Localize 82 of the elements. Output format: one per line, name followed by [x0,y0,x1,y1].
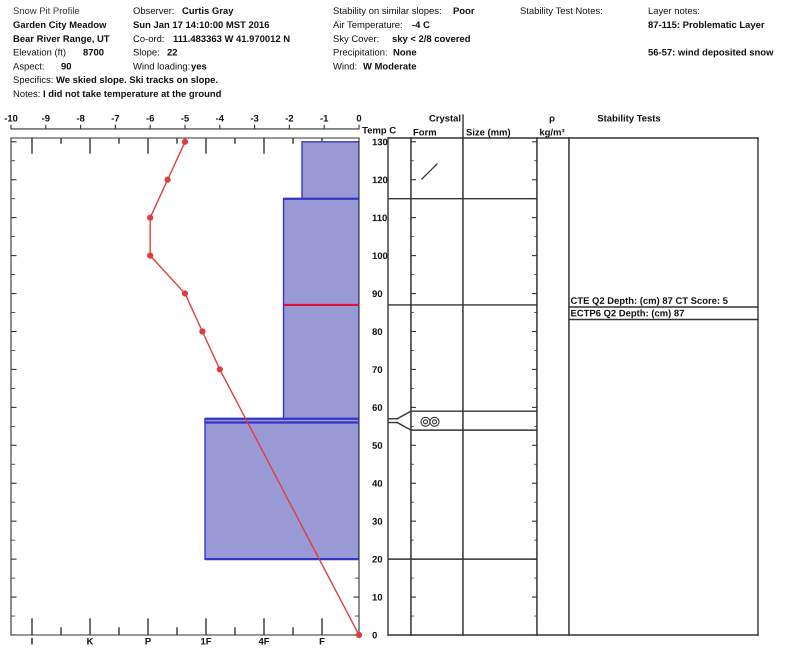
text: Stability Test Notes: [520,7,602,16]
text: kg/m³ [540,128,564,138]
x-tick-label: -8 [76,114,85,122]
text: Form [414,128,436,136]
text: 90 [61,62,72,70]
y-tick-label: 60 [372,404,382,411]
text: Size (mm) [466,128,510,138]
y-tick-label: 50 [372,442,382,449]
x-tick-label: -3 [250,114,258,122]
text: Wind loading: [133,62,190,72]
text: -4 C [412,21,430,28]
text: I did not take temperature at the ground [44,90,221,99]
point [356,632,362,638]
text: Snow Pit Profile [13,7,80,14]
text: Stability Tests [598,114,660,124]
x-tick-label: -10 [4,114,18,122]
text: Slope: [133,48,159,58]
y-tick-label: 0 [372,632,377,639]
text: Specifics: [13,76,53,85]
text: None [394,48,416,56]
y-tick-label: 100 [372,252,388,260]
text: Stability on similar slopes: [333,7,441,16]
y-tick-label: 40 [372,480,382,487]
text: Precipitation: [334,48,387,58]
y-tick-label: 10 [372,594,382,601]
text: F [320,638,325,644]
text: 22 [167,48,178,56]
text: Sun Jan 17 14:10:00 MST 2016 [133,21,270,28]
text: Sky Cover: [333,35,378,44]
x-tick-label: -9 [42,114,50,122]
text: Curtis Gray [182,7,234,16]
text: Aspect: [13,62,44,72]
point [182,290,188,297]
text: Poor [454,7,474,14]
text: Elevation (ft) [14,48,66,58]
text: Garden City Meadow [13,21,106,30]
text: yes [191,64,206,72]
x-tick-label: -1 [320,114,328,122]
text: Co-ord: [133,35,164,42]
text: 87-115: Problematic Layer [648,21,764,30]
text: 1F [201,638,212,644]
text: 111.483363 W 41.970012 N [174,35,290,42]
text: K [87,638,94,644]
x-tick-label: 0 [356,114,362,122]
text: Observer: [133,7,174,14]
y-tick-label: 20 [372,556,382,563]
y-tick-label: 70 [372,366,382,373]
text: Bear River Range, UT [14,35,110,44]
point [164,176,171,183]
text: 4F [258,638,270,644]
text: P [145,638,151,644]
text: Air Temperature: [333,21,402,30]
text: ECTP6 Q2 Depth: (cm) 87 [571,309,684,318]
text: 8700 [83,48,104,56]
text: Notes: [14,90,40,98]
text: W Moderate [363,62,416,70]
x-tick-label: -4 [216,114,224,122]
y-tick-label: 110 [372,214,387,222]
x-tick-label: -5 [181,114,189,122]
text: ρ [550,116,555,124]
text: sky < 2/8 covered [392,35,470,44]
point [147,214,154,221]
text: Crystal [429,114,460,124]
y-tick-label: 80 [372,328,382,336]
text: I [31,638,33,644]
text: Layer notes: [648,7,700,16]
point [147,252,154,259]
point [199,328,206,335]
y-tick-label: 90 [372,290,382,298]
point [216,366,223,373]
x-axis-title: Temp C [362,126,396,136]
y-tick-label: 120 [372,176,388,184]
text: Wind: [333,62,356,70]
y-tick-label: 30 [372,518,382,525]
text: CTE Q2 Depth: (cm) 87 CT Score: 5 [570,296,728,306]
x-tick-label: -2 [286,114,294,122]
text: We skied slope. Ski tracks on slope. [56,76,218,85]
y-tick-label: 130 [372,138,388,146]
text: 56-57: wind deposited snow [648,48,774,58]
point [182,138,188,145]
x-tick-label: -7 [112,114,120,122]
x-tick-label: -6 [146,114,154,122]
